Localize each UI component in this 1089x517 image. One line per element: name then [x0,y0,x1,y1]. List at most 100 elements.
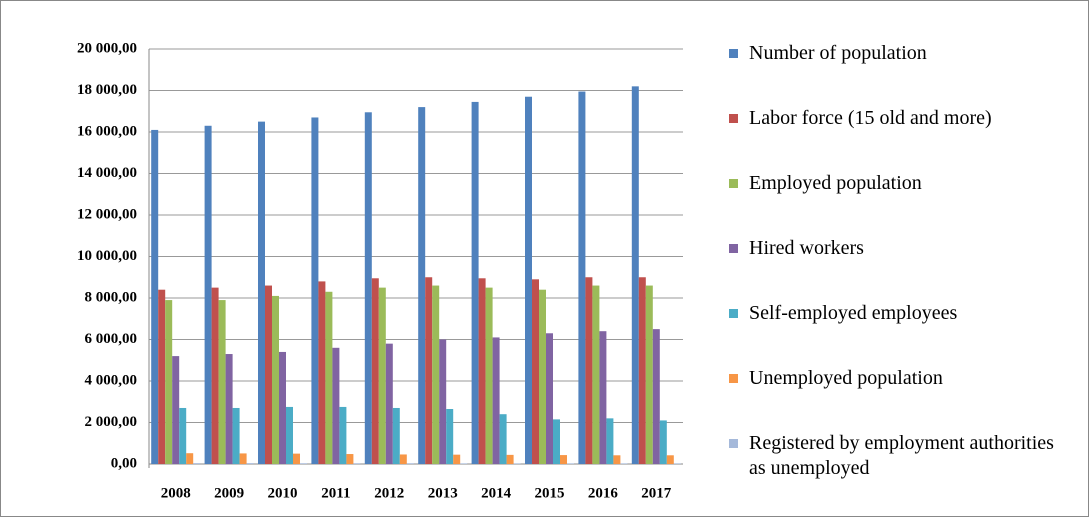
bar [532,279,539,464]
bar [165,300,173,464]
bar [659,420,667,464]
bar [425,277,433,464]
bar [385,343,393,464]
y-tick-label: 0,00 [111,455,137,471]
legend-swatch [729,439,738,448]
legend-label: Employed population [749,172,922,194]
bar [332,347,340,464]
bar [645,285,653,464]
bar [179,407,187,464]
bar [673,463,681,464]
legend-swatch [729,49,738,58]
legend-item: Employed population [729,171,1074,236]
bar [158,289,166,464]
bar [364,112,372,464]
bar [378,287,386,464]
bar [339,406,347,464]
bar [204,125,212,465]
legend-swatch [729,374,738,383]
bar [631,86,639,464]
bar [399,454,407,464]
bar [346,454,354,464]
legend-item: Number of population [729,41,1074,106]
y-tick-label: 16 000,00 [77,123,137,139]
legend-item: Hired workers [729,236,1074,301]
x-tick-label: 2011 [321,485,350,501]
legend: Number of population Labor force (15 old … [729,41,1074,496]
x-tick-label: 2015 [535,485,565,501]
bar [652,329,660,464]
bar [638,277,646,464]
bar [499,414,507,464]
bar [439,339,447,464]
bar [513,463,521,464]
x-tick-label: 2017 [641,485,672,501]
legend-label: Registered by employment authorities as … [749,432,1054,479]
bar [546,333,553,464]
bar [218,300,226,464]
bar [485,287,493,464]
legend-swatch [729,244,738,253]
bar [186,453,194,464]
legend-label: Unemployed population [749,367,943,389]
bar [371,278,379,464]
bar [193,463,201,464]
bar [446,409,454,464]
y-tick-label: 6 000,00 [85,331,138,347]
bar [293,453,300,464]
bar [286,406,293,464]
legend-item: Self-employed employees [729,301,1074,366]
bar [300,463,307,464]
bar [232,407,240,464]
bar [353,463,361,464]
bar [258,121,265,464]
bar [620,463,628,464]
x-tick-label: 2012 [374,485,404,501]
bar [325,291,333,464]
bar [311,117,319,464]
legend-label: Number of population [749,42,927,64]
bar [599,331,607,464]
legend-label: Labor force (15 old and more) [749,107,992,129]
y-tick-label: 20 000,00 [77,40,137,56]
bar [225,354,233,464]
bar [272,295,279,464]
bar [265,285,272,464]
y-tick-label: 18 000,00 [77,82,137,98]
y-tick-label: 10 000,00 [77,248,137,264]
bar [392,407,400,464]
legend-swatch [729,114,738,123]
plot: 0,00 2 000,00 4 000,00 6 000,00 8 000,00 10 0… [77,40,683,501]
bar [318,281,326,464]
bar [151,129,159,465]
bar [592,285,600,464]
legend-swatch [729,179,738,188]
x-tick-label: 2014 [481,485,512,501]
y-tick-label: 4 000,00 [85,372,138,388]
bar [585,277,593,464]
bar [406,463,414,464]
bar [525,96,532,464]
legend-item: Registered by employment authorities as … [729,431,1074,496]
bar [492,337,500,464]
legend-item: Labor force (15 old and more) [729,106,1074,171]
x-tick-label: 2016 [588,485,619,501]
bar [432,285,440,464]
bar [460,463,468,464]
bar [613,455,621,464]
x-tick-label: 2010 [268,485,298,501]
bar [172,356,180,464]
x-tick-label: 2008 [161,485,191,501]
legend-item: Unemployed population [729,366,1074,431]
bar [506,454,514,464]
bar [239,453,247,464]
bar [453,454,461,464]
bar [560,455,567,464]
y-tick-label: 14 000,00 [77,165,137,181]
x-tick-label: 2009 [214,485,244,501]
bar [567,463,574,464]
y-tick-label: 12 000,00 [77,206,137,222]
bar [553,419,560,464]
y-tick-label: 2 000,00 [85,414,138,430]
